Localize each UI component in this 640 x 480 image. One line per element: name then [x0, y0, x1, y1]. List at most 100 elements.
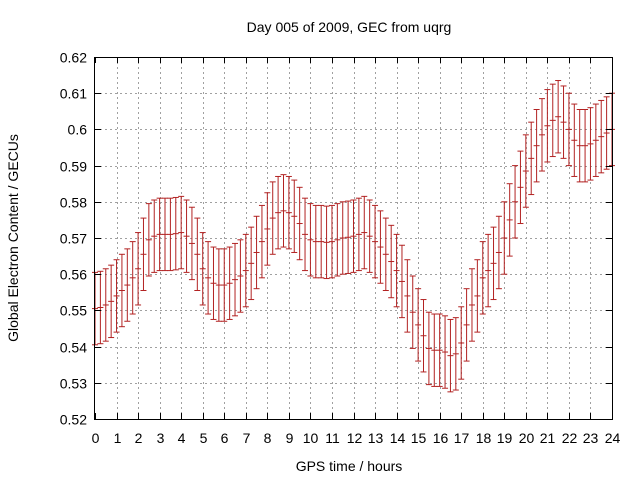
data-point — [538, 98, 545, 172]
y-tick-label: 0.6 — [68, 122, 88, 138]
x-tick-label: 21 — [540, 430, 556, 446]
data-point — [226, 246, 233, 320]
y-tick-label: 0.55 — [60, 303, 87, 319]
data-point — [388, 224, 395, 299]
data-point — [366, 199, 373, 273]
data-point — [194, 217, 201, 291]
x-tick-label: 15 — [411, 430, 427, 446]
data-point — [571, 103, 578, 177]
data-point — [275, 175, 282, 250]
data-point — [442, 315, 449, 389]
data-point — [129, 241, 136, 315]
data-point — [188, 206, 195, 281]
data-point — [560, 85, 567, 159]
y-tick-label: 0.53 — [60, 376, 87, 392]
y-tick-label: 0.54 — [60, 340, 87, 356]
data-point — [576, 108, 583, 183]
data-point — [447, 318, 454, 393]
x-axis-label: GPS time / hours — [296, 458, 403, 474]
data-point — [258, 204, 265, 279]
data-point — [108, 264, 115, 339]
data-point — [113, 259, 120, 333]
x-tick-label: 12 — [347, 430, 363, 446]
data-point — [328, 204, 335, 279]
data-point — [404, 259, 411, 333]
data-point — [156, 197, 163, 272]
x-tick-label: 6 — [221, 430, 229, 446]
data-point — [603, 96, 610, 170]
x-tick-label: 23 — [583, 430, 599, 446]
data-point — [372, 204, 379, 279]
data-point — [398, 244, 405, 319]
y-tick-label: 0.62 — [60, 50, 87, 66]
data-point — [377, 210, 384, 284]
data-point — [285, 175, 292, 250]
data-point — [415, 288, 422, 362]
data-point — [361, 195, 368, 270]
data-point — [237, 239, 244, 313]
axis-ticks — [95, 57, 613, 420]
error-bars — [92, 80, 615, 393]
data-point — [205, 241, 212, 315]
y-tick-label: 0.56 — [60, 267, 87, 283]
x-tick-label: 5 — [200, 430, 208, 446]
data-point — [323, 205, 330, 280]
x-tick-label: 22 — [562, 430, 578, 446]
data-point — [458, 306, 465, 380]
data-point — [167, 197, 174, 272]
x-tick-label: 2 — [135, 430, 143, 446]
data-point — [355, 197, 362, 272]
data-point — [248, 226, 255, 301]
data-point — [517, 150, 524, 225]
y-tick-label: 0.58 — [60, 195, 87, 211]
x-tick-labels: 0 1 2 3 4 5 6 7 8 9 10 11 12 13 14 15 16 17 18 19 20 21 22 23 24 — [92, 430, 621, 446]
x-tick-label: 10 — [303, 430, 319, 446]
data-point — [452, 317, 459, 391]
data-point — [345, 200, 352, 274]
x-tick-label: 17 — [454, 430, 470, 446]
data-point — [598, 99, 605, 174]
y-tick-label: 0.57 — [60, 231, 87, 247]
data-point — [242, 233, 249, 308]
x-tick-label: 0 — [92, 430, 100, 446]
chart-title: Day 005 of 2009, GEC from uqrg — [247, 19, 452, 35]
y-axis-label: Global Electron Content / GECUs — [5, 134, 21, 342]
data-point — [178, 195, 185, 270]
y-tick-labels: 0.52 0.53 0.54 0.55 0.56 0.57 0.58 0.59 0.6 0.61 0… — [60, 50, 87, 428]
data-point — [587, 107, 594, 181]
data-point — [215, 248, 222, 322]
x-tick-label: 8 — [264, 430, 272, 446]
data-point — [549, 83, 556, 158]
data-point — [253, 215, 260, 290]
x-tick-label: 24 — [605, 430, 621, 446]
data-point — [183, 199, 190, 273]
data-point — [172, 196, 179, 271]
x-tick-label: 7 — [243, 430, 251, 446]
data-point — [409, 275, 416, 349]
data-point — [501, 201, 508, 275]
data-point — [232, 242, 239, 317]
data-point — [485, 233, 492, 308]
data-point — [582, 108, 589, 183]
data-point — [318, 204, 325, 279]
data-point — [425, 311, 432, 386]
data-point — [393, 233, 400, 308]
data-point — [312, 204, 319, 279]
x-tick-label: 14 — [390, 430, 406, 446]
x-tick-label: 19 — [497, 430, 513, 446]
data-point — [592, 103, 599, 177]
data-point — [145, 203, 152, 277]
y-tick-label: 0.59 — [60, 159, 87, 175]
y-tick-label: 0.61 — [60, 86, 87, 102]
data-point — [269, 181, 276, 255]
data-point — [490, 226, 497, 301]
data-point — [468, 268, 475, 342]
data-point — [334, 203, 341, 277]
x-tick-label: 13 — [368, 430, 384, 446]
data-point — [431, 313, 438, 387]
data-point — [565, 92, 572, 167]
data-point — [296, 186, 303, 261]
data-point — [280, 174, 287, 248]
x-tick-label: 16 — [433, 430, 449, 446]
